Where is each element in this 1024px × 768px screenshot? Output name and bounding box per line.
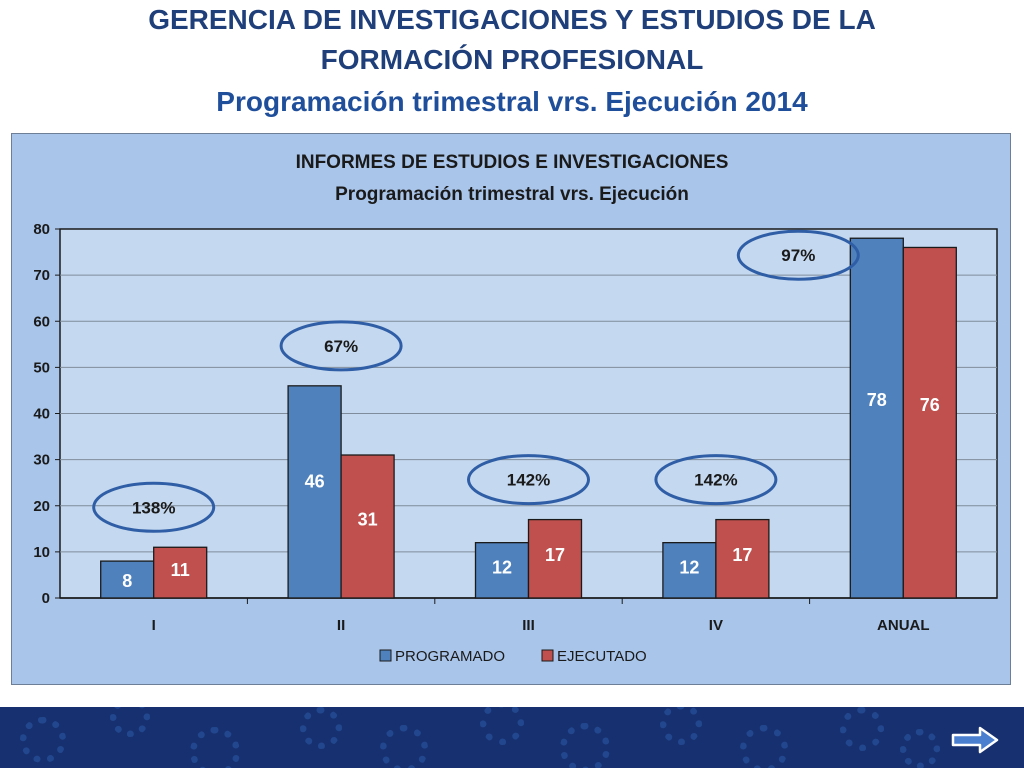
y-tick-label: 70 [33, 267, 50, 284]
y-tick-label: 20 [33, 498, 50, 515]
bar-programado [287, 385, 342, 599]
data-label: 11 [171, 560, 190, 580]
chart-title: INFORMES DE ESTUDIOS E INVESTIGACIONES [296, 152, 729, 173]
gear-decoration [840, 707, 884, 751]
bar-chart: INFORMES DE ESTUDIOS E INVESTIGACIONES Pr… [33, 152, 998, 665]
annotation-ellipse [736, 229, 860, 281]
x-tick-label: ANUAL [877, 617, 930, 634]
gear-decoration [300, 707, 342, 749]
x-tick-label: I [152, 617, 156, 634]
annotation-label: 67% [324, 337, 358, 356]
annotation-ellipse [92, 481, 216, 533]
data-label: 8 [122, 571, 132, 591]
data-label: 78 [867, 390, 887, 410]
y-tick-label: 40 [33, 406, 50, 423]
annotation-label: 138% [132, 498, 175, 517]
page-subtitle: Programación trimestral vrs. Ejecución 2… [216, 86, 808, 117]
x-tick-label: II [337, 617, 345, 634]
data-label: 17 [545, 545, 565, 565]
annotation-label: 142% [694, 471, 737, 490]
bar-ejecutado [153, 546, 208, 599]
annotation-label: 142% [507, 471, 550, 490]
annotation-label: 97% [781, 246, 815, 265]
bar-ejecutado [527, 518, 583, 599]
y-tick-label: 0 [42, 590, 50, 607]
y-tick-label: 50 [33, 359, 50, 376]
x-tick-label: III [522, 617, 535, 634]
footer-banner [0, 707, 1024, 768]
gear-decoration [900, 729, 940, 768]
annotation-bubble: 138% [92, 481, 216, 533]
annotation-bubble: 142% [467, 454, 590, 506]
page-title-line-2: FORMACIÓN PROFESIONAL [320, 44, 704, 75]
legend-swatch [541, 649, 554, 662]
legend-swatch [379, 649, 392, 662]
annotation-ellipse [279, 320, 403, 372]
bar-ejecutado [715, 518, 770, 599]
y-tick-label: 30 [33, 452, 50, 469]
gear-decoration [380, 725, 428, 768]
bar-programado [662, 541, 717, 599]
gear-decoration [480, 707, 524, 745]
annotation-bubble: 97% [736, 229, 860, 281]
gear-decoration [110, 707, 150, 737]
page-title-line-1: GERENCIA DE INVESTIGACIONES Y ESTUDIOS D… [148, 4, 876, 35]
y-tick-label: 60 [33, 313, 50, 330]
data-label: 12 [679, 558, 699, 578]
gear-decoration [190, 727, 240, 768]
data-label: 76 [920, 395, 940, 415]
chart-subtitle: Programación trimestral vrs. Ejecución [335, 184, 689, 205]
legend-label: PROGRAMADO [395, 648, 505, 665]
annotation-ellipse [654, 454, 778, 506]
data-label: 46 [305, 471, 325, 491]
annotation-bubble: 142% [654, 454, 778, 506]
data-label: 12 [492, 558, 512, 578]
bar-ejecutado [902, 246, 957, 599]
gear-decoration [740, 725, 788, 768]
annotation-bubble: 67% [279, 320, 403, 372]
arrow-right-icon[interactable] [950, 726, 1000, 754]
annotation-ellipse [467, 454, 590, 506]
data-label: 31 [358, 509, 378, 529]
gear-decoration [20, 717, 66, 763]
gear-decoration [660, 707, 702, 745]
legend-label: EJECUTADO [557, 648, 647, 665]
gear-decoration [560, 723, 610, 768]
chart-area: INFORMES DE ESTUDIOS E INVESTIGACIONES Pr… [11, 133, 1011, 685]
y-tick-label: 80 [33, 221, 50, 238]
data-label: 17 [732, 545, 752, 565]
bar-programado [849, 237, 904, 599]
x-tick-label: IV [709, 617, 723, 634]
bar-ejecutado [340, 454, 395, 599]
y-tick-label: 10 [33, 544, 50, 561]
